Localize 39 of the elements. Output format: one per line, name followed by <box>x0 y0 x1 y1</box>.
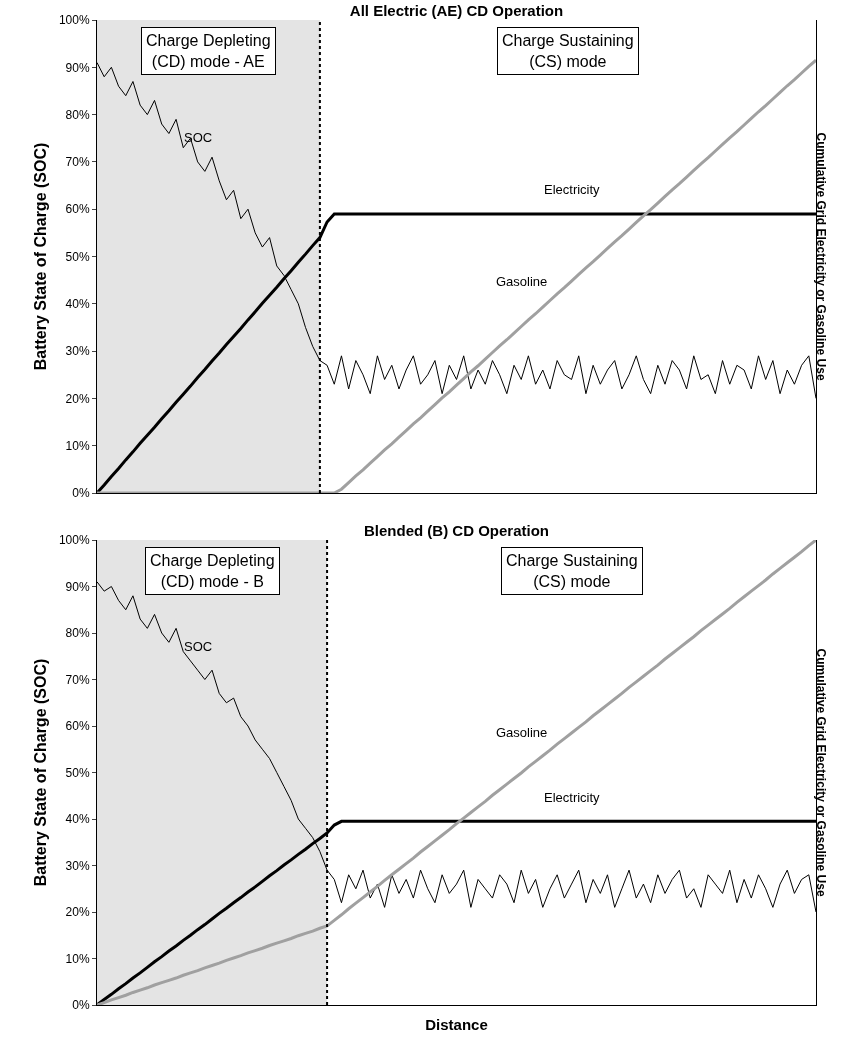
y2-axis-title: Cumulative Grid Electricity or Gasoline Use <box>813 132 828 381</box>
y-tick-label: 90% <box>65 579 90 594</box>
series-label: SOC <box>184 130 213 145</box>
y-tick-label: 50% <box>65 765 90 780</box>
y-tick-label: 30% <box>65 344 90 359</box>
y-tick-label: 60% <box>65 202 90 217</box>
series-label: Gasoline <box>496 725 548 740</box>
y-axis-title: Battery State of Charge (SOC) <box>31 142 49 371</box>
series-label: Electricity <box>544 182 601 197</box>
y-tick-label: 100% <box>58 533 90 548</box>
y-tick-label: 10% <box>65 438 90 453</box>
annotation: Charge Depleting (CD) mode - AE <box>146 32 271 70</box>
y-tick-label: 80% <box>65 107 90 122</box>
chart-title: Blended (B) CD Operation <box>363 522 550 540</box>
series-label: Electricity <box>544 790 601 805</box>
y-tick-label: 90% <box>65 60 90 75</box>
y-axis-title: Battery State of Charge (SOC) <box>31 658 49 887</box>
y-tick-label: 50% <box>65 249 90 264</box>
y-tick-label: 40% <box>65 297 90 311</box>
series-label: Gasoline <box>496 274 548 289</box>
y-tick-label: 70% <box>65 155 90 170</box>
annotation: Charge Depleting (CD) mode - B <box>150 552 275 590</box>
y-tick-label: 30% <box>65 858 90 873</box>
series-label: SOC <box>184 639 213 654</box>
y-tick-label: 20% <box>65 905 90 920</box>
y-tick-label: 70% <box>65 672 90 687</box>
y-tick-label: 40% <box>65 812 90 827</box>
y2-axis-title: Cumulative Grid Electricity or Gasoline Use <box>813 648 828 897</box>
chart-title: All Electric (AE) CD Operation <box>349 2 564 20</box>
y-tick-label: 100% <box>58 13 90 28</box>
annotation: Charge Sustaining (CS) mode <box>506 552 638 590</box>
y-tick-label: 0% <box>72 998 90 1013</box>
y-tick-label: 20% <box>65 391 90 406</box>
x-axis-title: Distance <box>425 1016 488 1033</box>
annotation: Charge Sustaining (CS) mode <box>502 32 634 70</box>
y-tick-label: 60% <box>65 719 90 734</box>
y-tick-label: 10% <box>65 951 90 966</box>
y-tick-label: 80% <box>65 626 90 641</box>
y-tick-label: 0% <box>72 486 90 501</box>
